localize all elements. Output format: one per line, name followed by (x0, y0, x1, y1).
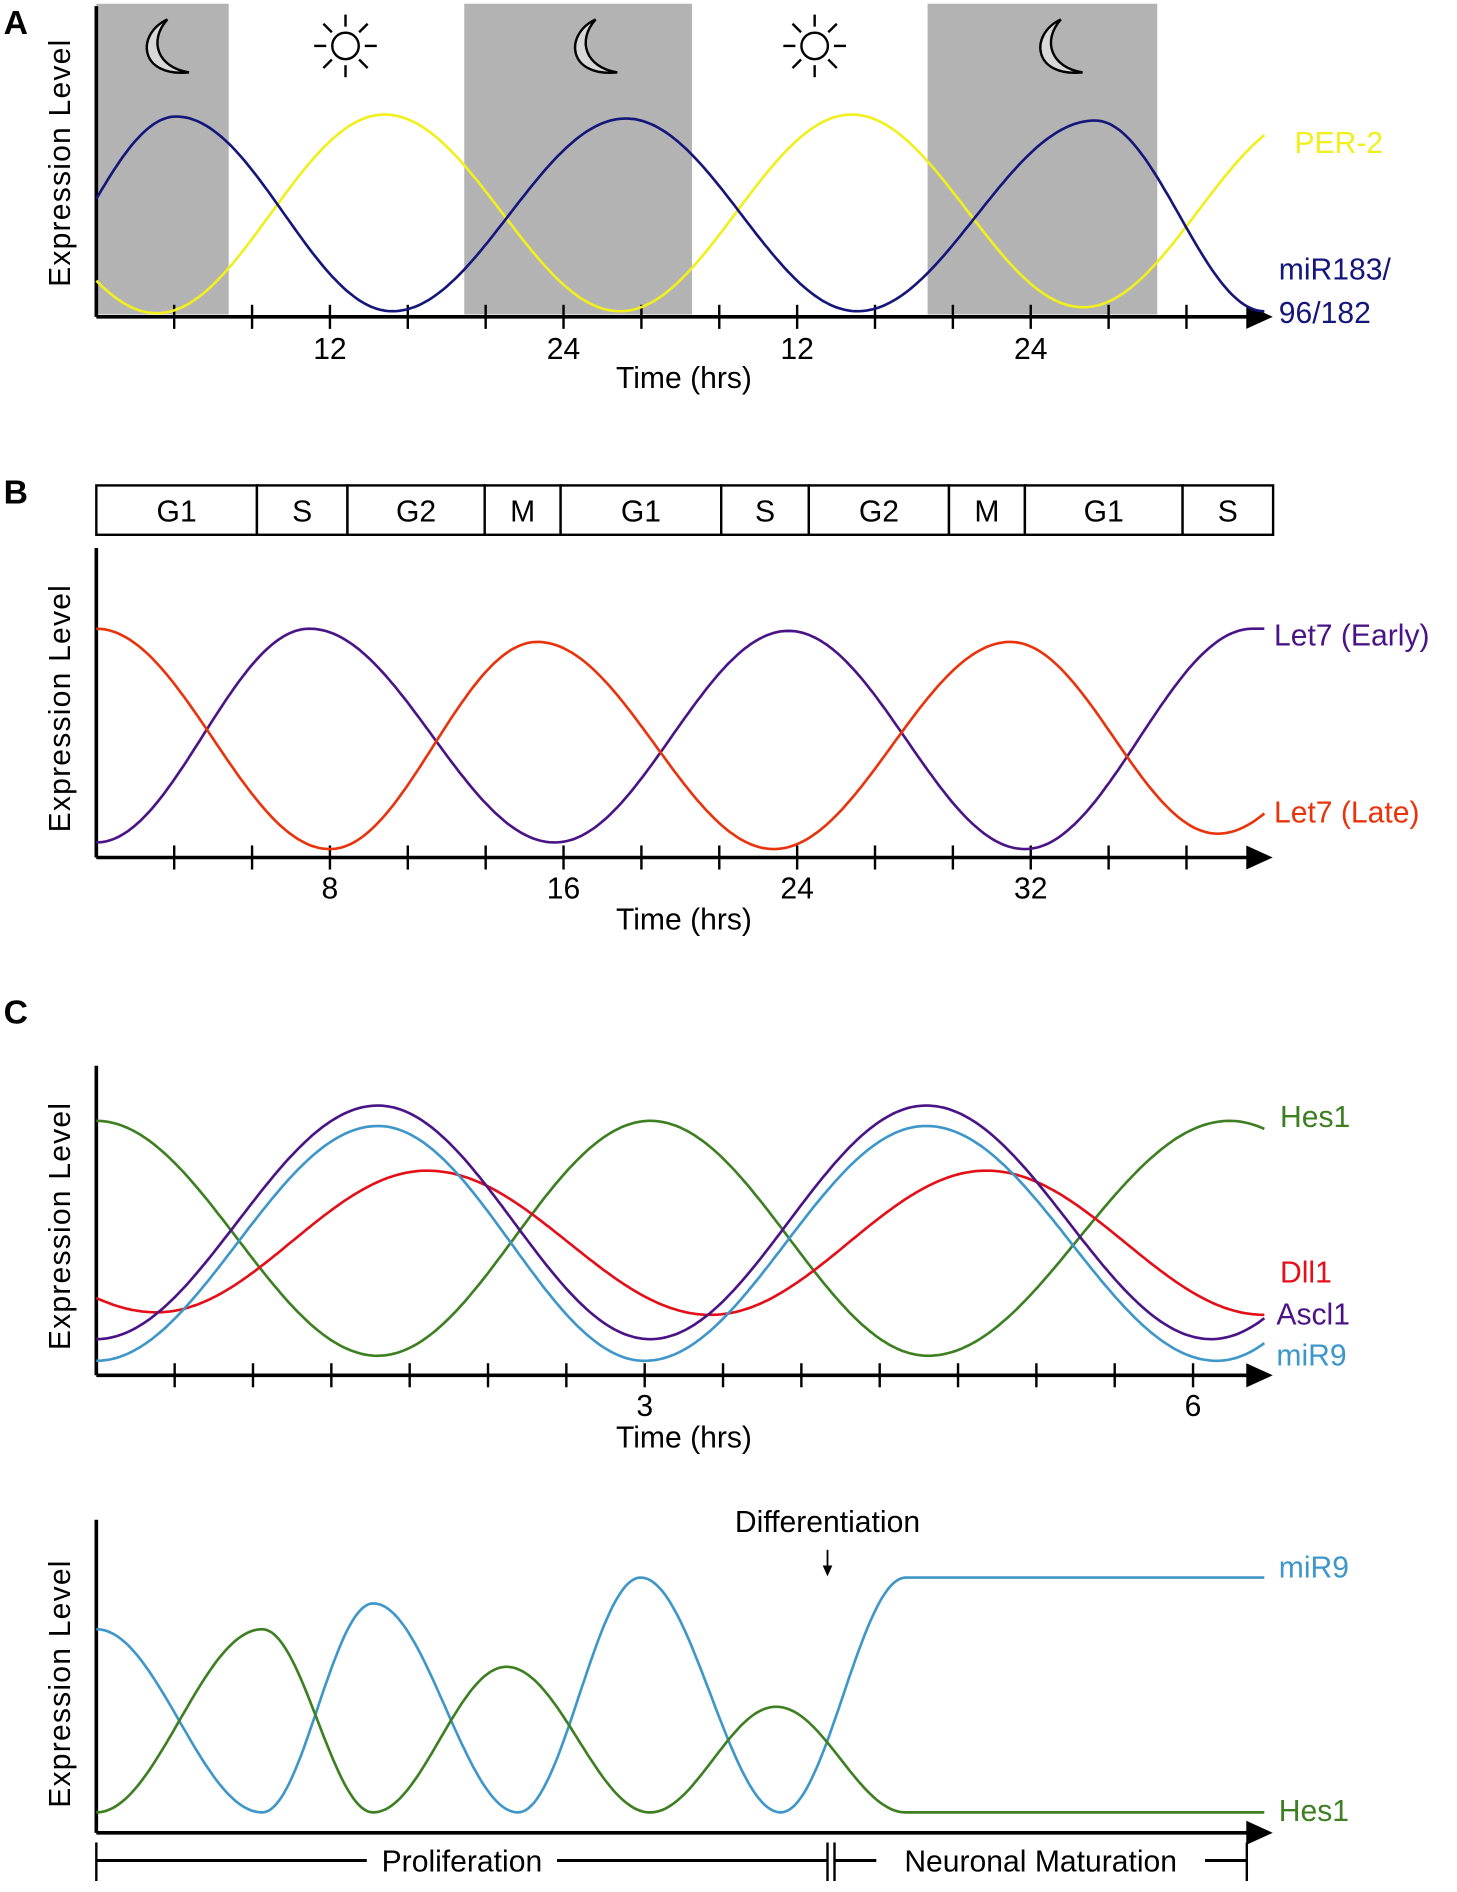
x-tick-label: 12 (780, 333, 813, 366)
sun-ray (322, 22, 333, 34)
series-line-mir9 (96, 1124, 1266, 1363)
y-axis-title: Expression Level (44, 1102, 77, 1350)
series-label: PER-2 (1294, 127, 1383, 160)
series-label: Let7 (Early) (1274, 620, 1430, 653)
x-axis-title: Time (hrs) (616, 1422, 752, 1455)
sun-ray (322, 58, 333, 69)
chart-layer: 12 24 12 24 Time (hrs) Expression Level A G1 S G2… (4, 4, 1430, 1882)
x-axis-arrow-icon (1246, 304, 1273, 329)
cell-cycle-phase-box (95, 484, 259, 536)
night-period (96, 3, 229, 315)
phase-label: Neuronal Maturation (904, 1845, 1177, 1878)
sun-disc (331, 31, 360, 61)
arrow-down-head-icon (822, 1565, 833, 1577)
series-line-mir9 (96, 1576, 1265, 1814)
x-axis-title: Time (hrs) (616, 362, 752, 395)
series-label: Hes1 (1280, 1101, 1350, 1134)
sun-ray (827, 58, 838, 69)
x-axis-arrow-icon (1246, 1820, 1273, 1845)
cell-cycle-phase-label: S (1218, 496, 1238, 529)
x-tick-label: 24 (547, 333, 580, 366)
y-axis-title: Expression Level (44, 584, 77, 832)
sun-ray (791, 22, 802, 34)
series-label: Dll1 (1280, 1257, 1332, 1290)
moon-icon (573, 18, 618, 74)
x-tick-label: 24 (780, 872, 813, 905)
cell-cycle-phase-box (483, 484, 562, 536)
y-axis-title: Expression Level (44, 38, 77, 286)
cell-cycle-phase-label: G2 (396, 496, 436, 529)
cell-cycle-phase-box (947, 484, 1027, 536)
sun-ray (791, 58, 802, 69)
x-tick-label: 6 (1185, 1390, 1202, 1423)
sun-disc (800, 31, 830, 61)
series-line-let7-early- (96, 627, 1265, 851)
x-tick-label: 3 (636, 1390, 653, 1423)
y-axis-title: Expression Level (44, 1559, 77, 1807)
cell-cycle-phase-box (255, 484, 349, 536)
cell-cycle-phase-label: S (755, 496, 775, 529)
series-line-hes1 (96, 1627, 1265, 1814)
background-layer (96, 3, 1158, 315)
cell-cycle-phase-label: S (292, 496, 312, 529)
cell-cycle-phase-label: G2 (859, 496, 899, 529)
cell-cycle-phase-box (807, 484, 951, 536)
sun-ray (827, 22, 838, 34)
cell-cycle-phase-label: G1 (1084, 496, 1124, 529)
x-axis-arrow-icon (1246, 845, 1273, 870)
series-line-ascl1 (96, 1104, 1266, 1341)
cell-cycle-phase-label: M (510, 496, 535, 529)
series-label: Let7 (Late) (1274, 797, 1420, 830)
cell-cycle-phase-label: G1 (157, 496, 197, 529)
cell-cycle-phase-box (1181, 484, 1275, 536)
sun-icon (783, 14, 846, 78)
moon-icon (1039, 18, 1083, 74)
x-tick-label: 24 (1014, 333, 1047, 366)
sun-ray (358, 58, 369, 69)
x-tick-label: 12 (313, 333, 346, 366)
moon-icon (145, 18, 190, 74)
series-line-hes1 (96, 1119, 1265, 1358)
series-line-let7-late- (96, 627, 1266, 851)
x-tick-label: 32 (1014, 872, 1047, 905)
cell-cycle-phase-label: M (974, 496, 999, 529)
series-label: 96/182 (1279, 297, 1371, 330)
series-label: miR183/ (1279, 254, 1392, 287)
differentiation-label: Differentiation (735, 1506, 920, 1539)
series-line-per-2 (95, 113, 1266, 315)
x-axis-title: Time (hrs) (616, 904, 752, 937)
series-line-dll1 (95, 1169, 1265, 1317)
series-label: miR9 (1279, 1552, 1349, 1585)
panel-label: B (4, 473, 28, 511)
series-label: Ascl1 (1276, 1299, 1350, 1332)
panel-label: C (4, 994, 28, 1032)
sun-ray (358, 22, 369, 34)
x-tick-label: 8 (322, 872, 339, 905)
series-label: miR9 (1276, 1340, 1346, 1373)
x-axis-arrow-icon (1246, 1363, 1273, 1388)
series-line-mir183-96-182 (95, 115, 1265, 313)
cell-cycle-phase-label: G1 (621, 496, 661, 529)
phase-label: Proliferation (382, 1845, 543, 1878)
sun-icon (314, 14, 377, 78)
x-tick-label: 16 (547, 872, 580, 905)
series-label: Hes1 (1279, 1795, 1349, 1828)
panel-label: A (4, 4, 28, 42)
